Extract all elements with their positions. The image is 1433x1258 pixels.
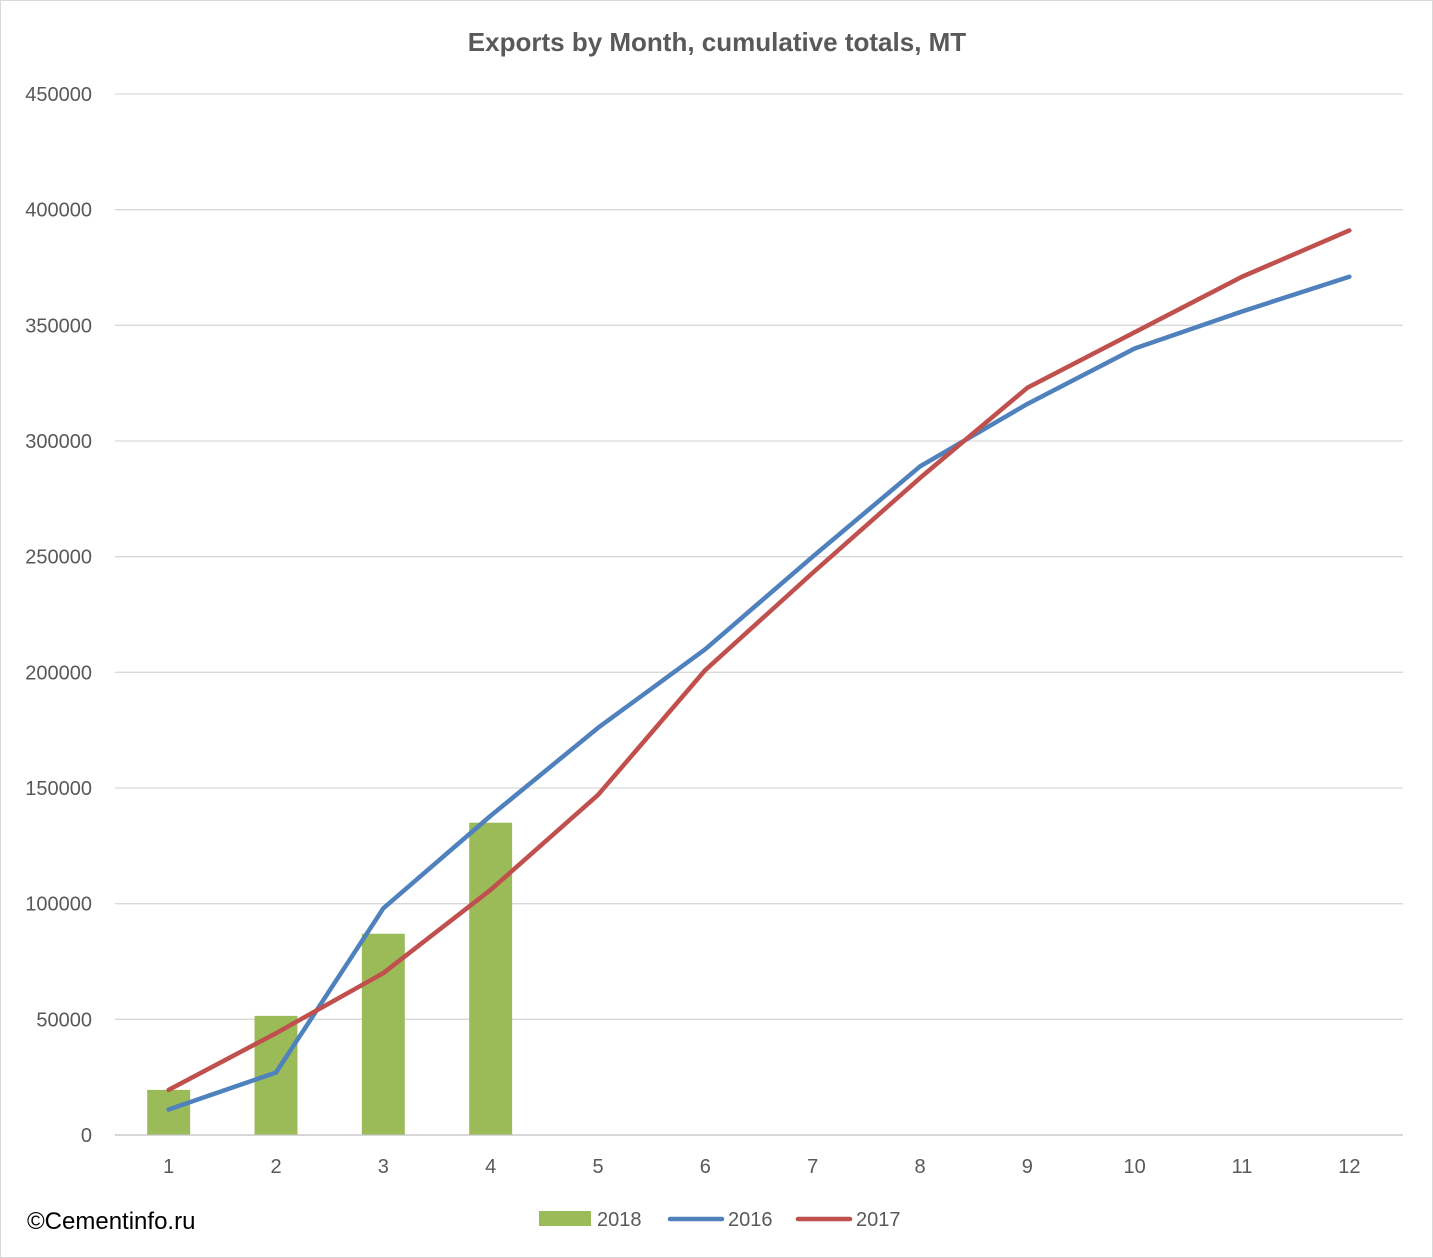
series-line-2017 xyxy=(166,228,1352,1093)
gridlines xyxy=(115,93,1403,1020)
line-series xyxy=(166,228,1352,1112)
x-tick-label: 7 xyxy=(807,1156,818,1178)
y-tick-label: 200000 xyxy=(25,662,92,684)
x-tick-label: 2 xyxy=(270,1156,281,1178)
x-tick-label: 10 xyxy=(1124,1156,1146,1178)
series-line-2016 xyxy=(166,274,1352,1112)
legend-label-2018: 2018 xyxy=(597,1209,642,1231)
x-tick-label: 11 xyxy=(1232,1156,1253,1178)
y-tick-label: 250000 xyxy=(25,547,92,569)
y-tick-label: 100000 xyxy=(25,894,92,916)
legend: 2018 2016 2017 xyxy=(539,1209,901,1231)
y-tick-label: 300000 xyxy=(25,431,92,453)
x-tick-label: 8 xyxy=(914,1156,925,1178)
legend-swatch-2018 xyxy=(539,1211,591,1226)
y-tick-label: 150000 xyxy=(25,778,92,800)
y-tick-label: 0 xyxy=(81,1125,92,1147)
y-tick-label: 400000 xyxy=(25,200,92,222)
source-credit: ©Cementinfo.ru xyxy=(27,1208,195,1235)
x-tick-label: 6 xyxy=(700,1156,711,1178)
y-axis-ticks: 0 50000 100000 150000 200000 250000 300000 3500… xyxy=(25,84,92,1147)
legend-label-2016: 2016 xyxy=(728,1209,773,1231)
legend-label-2017: 2017 xyxy=(856,1209,901,1231)
bar-2018 xyxy=(147,1089,191,1135)
y-tick-label: 50000 xyxy=(36,1009,92,1031)
x-tick-label: 3 xyxy=(378,1156,389,1178)
x-axis-ticks: 1 2 3 4 5 6 7 8 9 10 11 12 xyxy=(163,1156,1360,1178)
y-tick-label: 450000 xyxy=(25,84,92,106)
x-tick-label: 4 xyxy=(485,1156,496,1178)
bar-series xyxy=(147,822,513,1135)
x-tick-label: 9 xyxy=(1022,1156,1033,1178)
bar-2018 xyxy=(469,822,513,1135)
x-tick-label: 12 xyxy=(1338,1156,1360,1178)
y-tick-label: 350000 xyxy=(25,315,92,337)
bar-2018 xyxy=(361,933,405,1135)
x-tick-label: 1 xyxy=(163,1156,174,1178)
x-tick-label: 5 xyxy=(592,1156,603,1178)
chart-title: Exports by Month, cumulative totals, MT xyxy=(468,27,966,57)
